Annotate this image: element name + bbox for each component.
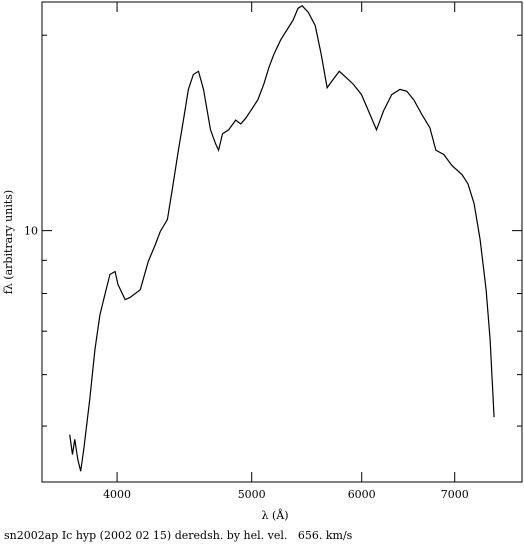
x-tick-label: 7000 xyxy=(441,488,469,501)
plot-frame xyxy=(41,1,523,483)
y-tick-label: 10 xyxy=(24,225,38,238)
caption: sn2002ap Ic hyp (2002 02 15) deredsh. by… xyxy=(4,529,353,542)
x-tick-label: 5000 xyxy=(238,488,266,501)
x-axis-label: λ (Å) xyxy=(262,508,289,522)
y-axis-label: fλ (arbitrary units) xyxy=(2,190,15,294)
x-tick-label: 4000 xyxy=(103,488,131,501)
spectrum-line xyxy=(69,5,495,472)
x-tick-label: 6000 xyxy=(348,488,376,501)
